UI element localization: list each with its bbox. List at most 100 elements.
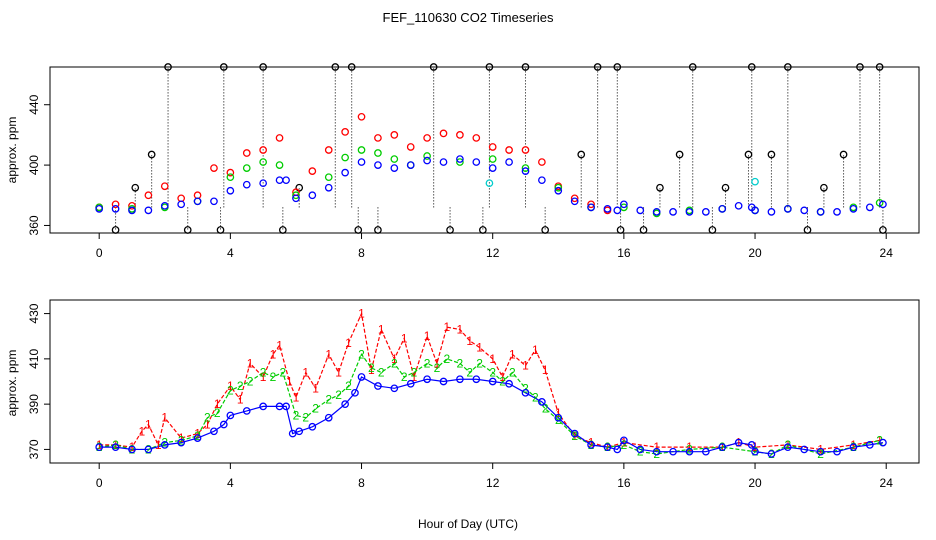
point-3 [747, 441, 756, 449]
point-green [374, 149, 382, 157]
point-3 [538, 398, 546, 406]
point-blue [210, 197, 218, 206]
point-red [423, 134, 431, 142]
point-1: 1 [293, 390, 300, 404]
point-3 [554, 413, 563, 422]
point-3 [259, 402, 268, 411]
point-black [767, 150, 776, 159]
point-blue [800, 206, 809, 215]
point-red [144, 191, 153, 200]
point-1: 1 [424, 329, 431, 343]
x-tick-label: 0 [96, 476, 103, 490]
point-2: 2 [145, 442, 152, 456]
point-3 [439, 377, 448, 386]
point-red [308, 167, 317, 175]
top-grid [115, 67, 884, 230]
point-1: 1 [391, 352, 398, 366]
y-tick-label: 410 [27, 349, 41, 369]
point-3 [282, 402, 290, 411]
point-red [324, 146, 333, 154]
point-1: 1 [358, 307, 365, 321]
y-tick-label: 440 [27, 94, 41, 114]
point-2: 2 [637, 445, 644, 459]
point-red [406, 143, 415, 151]
point-black [485, 63, 494, 71]
top-x-axis: 0 4 8 12 16 20 24 [96, 233, 893, 260]
point-3 [849, 443, 858, 452]
point-3 [390, 384, 399, 393]
point-1: 1 [194, 427, 201, 441]
x-tick-label: 8 [358, 246, 365, 260]
point-3 [488, 377, 497, 386]
point-1: 1 [260, 370, 267, 384]
point-3 [160, 441, 169, 449]
point-blue [816, 208, 825, 216]
point-1: 1 [588, 436, 595, 450]
point-blue [701, 208, 710, 216]
point-blue [521, 167, 530, 175]
top-y-axis: 360 400 440 [27, 94, 50, 235]
point-black [639, 226, 648, 234]
point-red [210, 164, 218, 172]
point-3 [128, 445, 136, 454]
point-2: 2 [457, 356, 464, 370]
point-red [128, 201, 136, 210]
point-3 [603, 443, 612, 452]
point-1: 1 [522, 359, 529, 373]
point-3 [456, 375, 464, 384]
point-1: 1 [345, 336, 352, 350]
point-3 [472, 375, 481, 384]
point-2: 2 [653, 447, 660, 461]
point-blue [767, 208, 776, 216]
point-1: 1 [555, 406, 562, 420]
point-blue [226, 186, 235, 195]
point-2: 2 [194, 429, 201, 443]
point-black [183, 226, 192, 234]
point-1: 1 [876, 433, 883, 447]
point-2: 2 [876, 433, 883, 447]
point-blue [456, 155, 464, 163]
point-red [390, 131, 399, 139]
point-2: 2 [509, 365, 516, 379]
point-blue [751, 206, 759, 215]
point-3 [685, 447, 694, 456]
point-red [488, 143, 497, 151]
point-black [374, 226, 382, 234]
point-red [587, 200, 595, 209]
point-red [275, 134, 284, 142]
point-cyan [485, 179, 494, 188]
point-1: 1 [604, 440, 611, 454]
point-3 [865, 441, 874, 449]
point-2: 2 [260, 365, 267, 379]
point-2: 2 [214, 406, 221, 420]
point-3 [308, 422, 317, 431]
point-blue [879, 200, 887, 209]
point-black [111, 226, 120, 234]
point-1: 1 [312, 381, 319, 395]
point-1: 1 [204, 418, 211, 432]
point-1: 1 [112, 438, 119, 452]
point-red [111, 200, 120, 209]
point-green [357, 146, 366, 154]
point-black [744, 150, 753, 159]
x-tick-label: 24 [880, 476, 894, 490]
point-3 [570, 429, 579, 438]
point-3 [144, 445, 153, 454]
point-blue [292, 194, 300, 203]
point-1: 1 [335, 365, 342, 379]
point-2: 2 [489, 365, 496, 379]
point-1: 1 [434, 356, 441, 370]
point-blue [128, 206, 136, 215]
point-blue [652, 208, 661, 216]
point-black [347, 63, 356, 71]
point-3 [351, 388, 359, 397]
point-2: 2 [335, 388, 342, 402]
point-blue [177, 200, 186, 209]
point-green [620, 203, 628, 212]
point-1: 1 [378, 322, 385, 336]
point-2: 2 [112, 438, 119, 452]
point-1: 1 [784, 438, 791, 452]
point-blue [160, 201, 169, 210]
